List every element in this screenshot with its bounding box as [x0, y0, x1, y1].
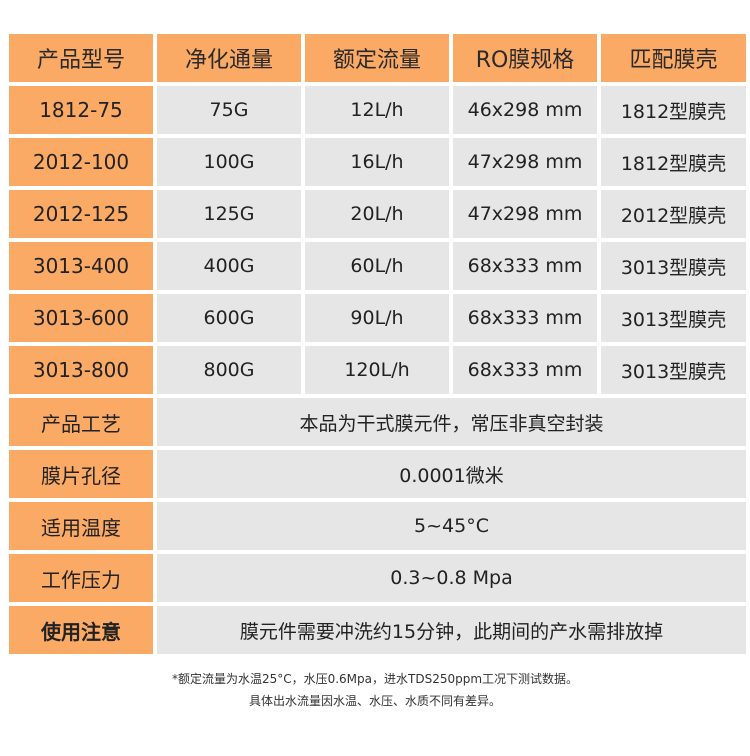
capacity-cell: 75G — [157, 86, 301, 134]
table-row: 3013-400 400G 60L/h 68x333 mm 3013型膜壳 — [9, 242, 746, 290]
footnote-line: *额定流量为水温25°C，水压0.6Mpa，进水TDS250ppm工况下测试数据… — [171, 672, 579, 686]
header-row: 产品型号 净化通量 额定流量 RO膜规格 匹配膜壳 — [9, 34, 746, 82]
spec-row-pore-size: 膜片孔径 0.0001微米 — [9, 450, 746, 498]
housing-cell: 3013型膜壳 — [601, 346, 746, 394]
table-row: 1812-75 75G 12L/h 46x298 mm 1812型膜壳 — [9, 86, 746, 134]
housing-cell: 3013型膜壳 — [601, 242, 746, 290]
ro-spec-cell: 68x333 mm — [453, 242, 597, 290]
capacity-cell: 800G — [157, 346, 301, 394]
spec-value: 膜元件需要冲洗约15分钟，此期间的产水需排放掉 — [157, 606, 746, 654]
capacity-cell: 100G — [157, 138, 301, 186]
housing-cell: 1812型膜壳 — [601, 138, 746, 186]
header-model: 产品型号 — [9, 34, 153, 82]
rated-flow-cell: 12L/h — [305, 86, 449, 134]
spec-table: 产品型号 净化通量 额定流量 RO膜规格 匹配膜壳 1812-75 75G 12… — [5, 30, 750, 658]
rated-flow-cell: 60L/h — [305, 242, 449, 290]
table-row: 2012-100 100G 16L/h 47x298 mm 1812型膜壳 — [9, 138, 746, 186]
model-cell: 2012-125 — [9, 190, 153, 238]
capacity-cell: 125G — [157, 190, 301, 238]
footnotes: *额定流量为水温25°C，水压0.6Mpa，进水TDS250ppm工况下测试数据… — [0, 668, 750, 712]
rated-flow-cell: 16L/h — [305, 138, 449, 186]
spec-value: 0.0001微米 — [157, 450, 746, 498]
capacity-cell: 600G — [157, 294, 301, 342]
model-cell: 2012-100 — [9, 138, 153, 186]
spec-value: 本品为干式膜元件，常压非真空封装 — [157, 398, 746, 446]
spec-label: 膜片孔径 — [9, 450, 153, 498]
spec-label: 产品工艺 — [9, 398, 153, 446]
model-cell: 3013-600 — [9, 294, 153, 342]
model-cell: 3013-400 — [9, 242, 153, 290]
header-housing: 匹配膜壳 — [601, 34, 746, 82]
rated-flow-cell: 90L/h — [305, 294, 449, 342]
spec-row-process: 产品工艺 本品为干式膜元件，常压非真空封装 — [9, 398, 746, 446]
ro-spec-cell: 46x298 mm — [453, 86, 597, 134]
header-rated-flow: 额定流量 — [305, 34, 449, 82]
spec-label: 适用温度 — [9, 502, 153, 550]
ro-spec-cell: 47x298 mm — [453, 190, 597, 238]
spec-value: 0.3~0.8 Mpa — [157, 554, 746, 602]
ro-spec-cell: 68x333 mm — [453, 294, 597, 342]
rated-flow-cell: 120L/h — [305, 346, 449, 394]
spec-label: 使用注意 — [9, 606, 153, 654]
model-cell: 1812-75 — [9, 86, 153, 134]
spec-row-usage-note: 使用注意 膜元件需要冲洗约15分钟，此期间的产水需排放掉 — [9, 606, 746, 654]
spec-value: 5~45°C — [157, 502, 746, 550]
housing-cell: 2012型膜壳 — [601, 190, 746, 238]
header-ro-spec: RO膜规格 — [453, 34, 597, 82]
spec-row-temperature: 适用温度 5~45°C — [9, 502, 746, 550]
spec-row-pressure: 工作压力 0.3~0.8 Mpa — [9, 554, 746, 602]
footnote-line: 具体出水流量因水温、水压、水质不同有差异。 — [248, 694, 501, 708]
ro-spec-cell: 68x333 mm — [453, 346, 597, 394]
spec-label: 工作压力 — [9, 554, 153, 602]
housing-cell: 3013型膜壳 — [601, 294, 746, 342]
table-row: 2012-125 125G 20L/h 47x298 mm 2012型膜壳 — [9, 190, 746, 238]
capacity-cell: 400G — [157, 242, 301, 290]
housing-cell: 1812型膜壳 — [601, 86, 746, 134]
ro-spec-cell: 47x298 mm — [453, 138, 597, 186]
table-row: 3013-800 800G 120L/h 68x333 mm 3013型膜壳 — [9, 346, 746, 394]
rated-flow-cell: 20L/h — [305, 190, 449, 238]
table-row: 3013-600 600G 90L/h 68x333 mm 3013型膜壳 — [9, 294, 746, 342]
model-cell: 3013-800 — [9, 346, 153, 394]
header-capacity: 净化通量 — [157, 34, 301, 82]
